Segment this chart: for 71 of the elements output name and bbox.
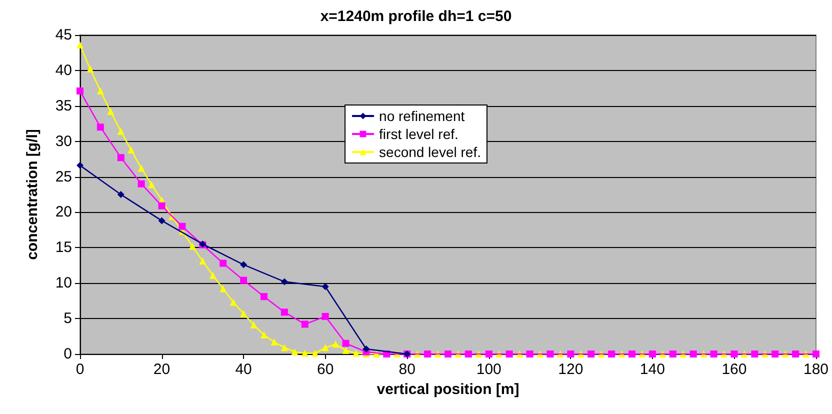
point (362, 346, 370, 353)
point (270, 338, 278, 346)
y-tick-label: 15 (55, 239, 72, 256)
legend-label: second level ref. (379, 144, 481, 160)
point (280, 308, 288, 316)
legend-label: no refinement (379, 108, 465, 124)
y-axis-title: concentration [g/l] (24, 129, 41, 260)
x-tick-label: 100 (476, 361, 502, 378)
point (96, 88, 104, 94)
point (76, 41, 84, 48)
point (158, 202, 166, 210)
point (76, 162, 84, 169)
point (199, 258, 206, 265)
point (209, 272, 216, 279)
y-tick-label: 5 (64, 310, 72, 328)
point (291, 348, 298, 356)
x-axis-title: vertical position [m] (376, 380, 520, 398)
point (312, 350, 319, 357)
y-tick-label: 0 (64, 346, 72, 362)
point (117, 154, 124, 162)
y-tick-label: 25 (55, 168, 72, 186)
point (107, 108, 114, 116)
x-tick-label: 120 (558, 361, 584, 378)
point (301, 320, 308, 328)
point (158, 217, 166, 224)
x-tick-label: 160 (722, 361, 747, 378)
point (301, 350, 308, 357)
point (240, 276, 248, 284)
point (280, 344, 288, 352)
point (240, 261, 248, 268)
x-tick-label: 20 (153, 361, 170, 378)
point (280, 278, 288, 286)
point (117, 191, 124, 198)
point (322, 283, 329, 290)
x-tick-label: 0 (76, 361, 84, 378)
x-tick-label: 40 (235, 361, 252, 378)
x-tick-label: 80 (398, 361, 416, 378)
point (220, 260, 227, 267)
point (86, 66, 94, 73)
y-tick-label: 35 (55, 97, 72, 114)
y-tick-label: 45 (55, 26, 72, 44)
point (230, 298, 237, 306)
point (220, 285, 227, 292)
y-tick-label: 40 (55, 62, 72, 79)
point (342, 346, 350, 354)
point (352, 350, 360, 357)
point (240, 310, 248, 318)
y-tick-label: 30 (55, 132, 72, 150)
point (117, 128, 124, 135)
point (250, 321, 258, 328)
point (128, 146, 135, 154)
y-tick-label: 20 (55, 204, 72, 221)
point (260, 331, 268, 338)
point (76, 88, 84, 94)
point (322, 344, 329, 352)
point (96, 124, 104, 131)
y-tick-label: 10 (55, 274, 72, 292)
point (260, 293, 268, 300)
point (188, 242, 196, 250)
point (148, 181, 156, 188)
x-tick-label: 60 (316, 361, 334, 378)
point (178, 222, 186, 230)
legend-label: first level ref. (379, 126, 458, 142)
point (322, 312, 329, 320)
x-tick-label: 140 (640, 361, 665, 378)
point (332, 340, 340, 348)
point (342, 340, 350, 347)
chart-title: x=1240m profile dh=1 c=50 (320, 8, 512, 25)
point (138, 164, 145, 172)
x-tick-label: 180 (803, 361, 829, 378)
point (138, 180, 145, 188)
